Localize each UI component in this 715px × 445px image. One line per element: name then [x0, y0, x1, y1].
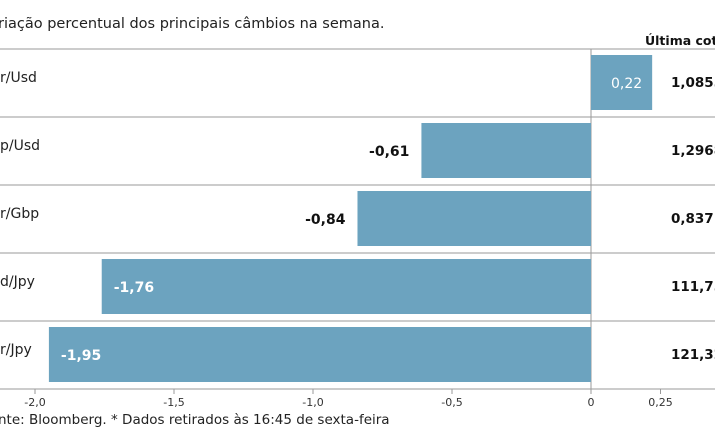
category-label: p/Usd	[0, 138, 40, 154]
last-quote-value: 121,32	[671, 347, 715, 363]
bar	[101, 259, 591, 314]
category-label: r/Jpy	[0, 342, 32, 358]
bar	[48, 327, 591, 382]
x-tick-label: -0,5	[441, 396, 462, 409]
value-label: -0,84	[305, 212, 346, 228]
value-label: -0,61	[369, 144, 409, 160]
category-label: r/Usd	[0, 70, 37, 86]
x-tick-label: -1,0	[302, 396, 323, 409]
category-label: d/Jpy	[0, 274, 35, 290]
chart-subtitle: riação percentual dos principais câmbios…	[0, 16, 385, 32]
category-label: r/Gbp	[0, 206, 39, 222]
bar	[421, 123, 591, 178]
last-quote-value: 0,8371	[671, 211, 715, 227]
last-quote-value: 1,2968	[671, 143, 715, 159]
last-quote-header: Última cotaç	[645, 33, 715, 48]
bar	[591, 55, 653, 110]
x-tick-label: 0,25	[648, 396, 673, 409]
value-label: -1,76	[114, 280, 154, 296]
x-tick-label: -1,5	[163, 396, 184, 409]
last-quote-value: 111,75	[671, 279, 715, 295]
value-label: -1,95	[61, 348, 101, 364]
value-label: 0,22	[611, 76, 642, 92]
source-note: nte: Bloomberg. * Dados retirados às 16:…	[0, 412, 390, 428]
x-tick-label: -2,0	[24, 396, 45, 409]
last-quote-value: 1,0855	[671, 75, 715, 91]
bar	[357, 191, 591, 246]
x-tick-label: 0	[588, 396, 595, 409]
